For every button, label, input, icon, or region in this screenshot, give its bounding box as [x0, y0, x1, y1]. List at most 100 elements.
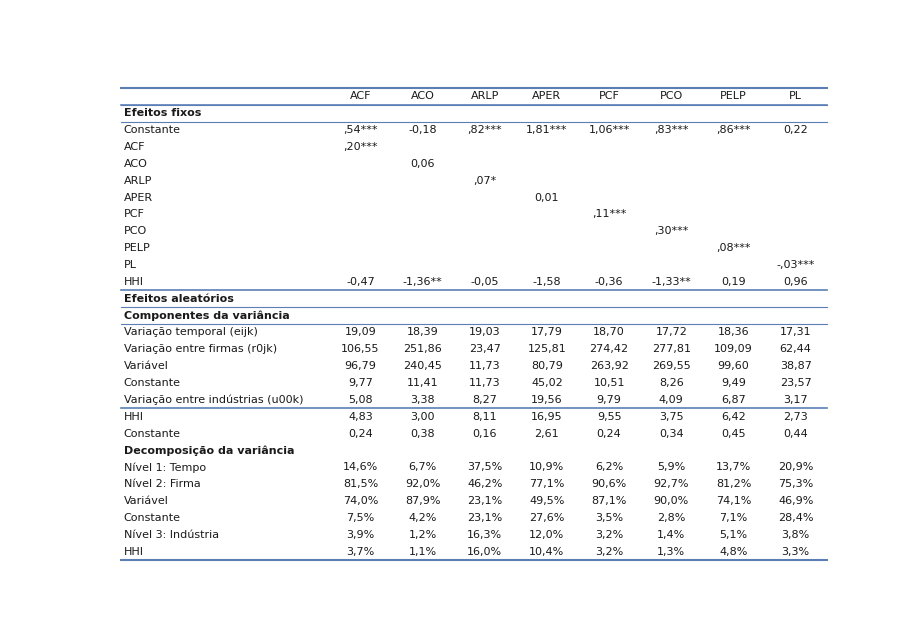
Text: 6,7%: 6,7%: [408, 463, 437, 472]
Text: Variação temporal (eijk): Variação temporal (eijk): [123, 327, 258, 337]
Text: Nível 2: Firma: Nível 2: Firma: [123, 479, 201, 489]
Text: 87,9%: 87,9%: [405, 496, 440, 506]
Text: 5,9%: 5,9%: [658, 463, 685, 472]
Text: ,07*: ,07*: [473, 176, 496, 186]
Text: Variação entre firmas (r0jk): Variação entre firmas (r0jk): [123, 344, 277, 355]
Text: 90,0%: 90,0%: [654, 496, 689, 506]
Text: 1,1%: 1,1%: [409, 547, 437, 557]
Text: Nível 3: Indústria: Nível 3: Indústria: [123, 530, 219, 540]
Text: 1,81***: 1,81***: [526, 125, 567, 135]
Text: 9,49: 9,49: [721, 378, 746, 388]
Text: ,11***: ,11***: [592, 209, 626, 219]
Text: 11,73: 11,73: [469, 378, 501, 388]
Text: ACF: ACF: [123, 142, 146, 152]
Text: 2,8%: 2,8%: [657, 513, 685, 523]
Text: 92,0%: 92,0%: [405, 479, 440, 489]
Text: ,08***: ,08***: [717, 243, 751, 253]
Text: -0,18: -0,18: [408, 125, 437, 135]
Text: Constante: Constante: [123, 428, 181, 439]
Text: Decomposição da variância: Decomposição da variância: [123, 445, 294, 456]
Text: 277,81: 277,81: [652, 344, 691, 355]
Text: 3,3%: 3,3%: [782, 547, 810, 557]
Text: ACO: ACO: [411, 92, 435, 101]
Text: Variável: Variável: [123, 496, 169, 506]
Text: 3,75: 3,75: [659, 412, 683, 422]
Text: 9,55: 9,55: [597, 412, 622, 422]
Text: 18,36: 18,36: [717, 327, 750, 337]
Text: 0,19: 0,19: [721, 277, 746, 287]
Text: 10,4%: 10,4%: [530, 547, 565, 557]
Text: 92,7%: 92,7%: [654, 479, 689, 489]
Text: 16,95: 16,95: [531, 412, 563, 422]
Text: 1,2%: 1,2%: [408, 530, 437, 540]
Text: ACO: ACO: [123, 159, 147, 169]
Text: ARLP: ARLP: [471, 92, 499, 101]
Text: HHI: HHI: [123, 412, 144, 422]
Text: 20,9%: 20,9%: [778, 463, 813, 472]
Text: 17,72: 17,72: [656, 327, 687, 337]
Text: Variável: Variável: [123, 361, 169, 371]
Text: APER: APER: [532, 92, 562, 101]
Text: APER: APER: [123, 193, 153, 203]
Text: 77,1%: 77,1%: [530, 479, 565, 489]
Text: ,20***: ,20***: [344, 142, 378, 152]
Text: 3,5%: 3,5%: [595, 513, 624, 523]
Text: 5,1%: 5,1%: [719, 530, 748, 540]
Text: 16,0%: 16,0%: [467, 547, 502, 557]
Text: 90,6%: 90,6%: [591, 479, 627, 489]
Text: 0,34: 0,34: [659, 428, 683, 439]
Text: 10,9%: 10,9%: [530, 463, 565, 472]
Text: 0,24: 0,24: [597, 428, 622, 439]
Text: 1,4%: 1,4%: [658, 530, 685, 540]
Text: 9,77: 9,77: [348, 378, 373, 388]
Text: 109,09: 109,09: [714, 344, 752, 355]
Text: 0,16: 0,16: [472, 428, 497, 439]
Text: Constante: Constante: [123, 513, 181, 523]
Text: 3,2%: 3,2%: [595, 547, 624, 557]
Text: HHI: HHI: [123, 277, 144, 287]
Text: ARLP: ARLP: [123, 176, 152, 186]
Text: 0,01: 0,01: [535, 193, 559, 203]
Text: 23,1%: 23,1%: [467, 496, 502, 506]
Text: 3,38: 3,38: [410, 395, 435, 405]
Text: 6,2%: 6,2%: [595, 463, 624, 472]
Text: 0,96: 0,96: [784, 277, 808, 287]
Text: PELP: PELP: [720, 92, 747, 101]
Text: 81,5%: 81,5%: [343, 479, 378, 489]
Text: 4,2%: 4,2%: [408, 513, 437, 523]
Text: ,82***: ,82***: [468, 125, 502, 135]
Text: 74,0%: 74,0%: [343, 496, 379, 506]
Text: Efeitos fixos: Efeitos fixos: [123, 108, 201, 118]
Text: 23,1%: 23,1%: [467, 513, 502, 523]
Text: -1,58: -1,58: [532, 277, 561, 287]
Text: 0,22: 0,22: [783, 125, 808, 135]
Text: 8,27: 8,27: [472, 395, 497, 405]
Text: 2,73: 2,73: [783, 412, 808, 422]
Text: 7,1%: 7,1%: [719, 513, 748, 523]
Text: 274,42: 274,42: [589, 344, 629, 355]
Text: 263,92: 263,92: [589, 361, 628, 371]
Text: 10,51: 10,51: [593, 378, 624, 388]
Text: PCF: PCF: [123, 209, 145, 219]
Text: 13,7%: 13,7%: [716, 463, 752, 472]
Text: 7,5%: 7,5%: [346, 513, 375, 523]
Text: 3,00: 3,00: [411, 412, 435, 422]
Text: 125,81: 125,81: [528, 344, 566, 355]
Text: Componentes da variância: Componentes da variância: [123, 310, 289, 321]
Text: HHI: HHI: [123, 547, 144, 557]
Text: Constante: Constante: [123, 378, 181, 388]
Text: 9,79: 9,79: [597, 395, 622, 405]
Text: 4,09: 4,09: [659, 395, 683, 405]
Text: 28,4%: 28,4%: [778, 513, 813, 523]
Text: PELP: PELP: [123, 243, 150, 253]
Text: 23,57: 23,57: [780, 378, 811, 388]
Text: 17,31: 17,31: [780, 327, 811, 337]
Text: ,83***: ,83***: [654, 125, 689, 135]
Text: 106,55: 106,55: [341, 344, 379, 355]
Text: 96,79: 96,79: [344, 361, 377, 371]
Text: 6,42: 6,42: [721, 412, 746, 422]
Text: 45,02: 45,02: [531, 378, 563, 388]
Text: 19,56: 19,56: [531, 395, 563, 405]
Text: 3,9%: 3,9%: [346, 530, 375, 540]
Text: 18,70: 18,70: [593, 327, 625, 337]
